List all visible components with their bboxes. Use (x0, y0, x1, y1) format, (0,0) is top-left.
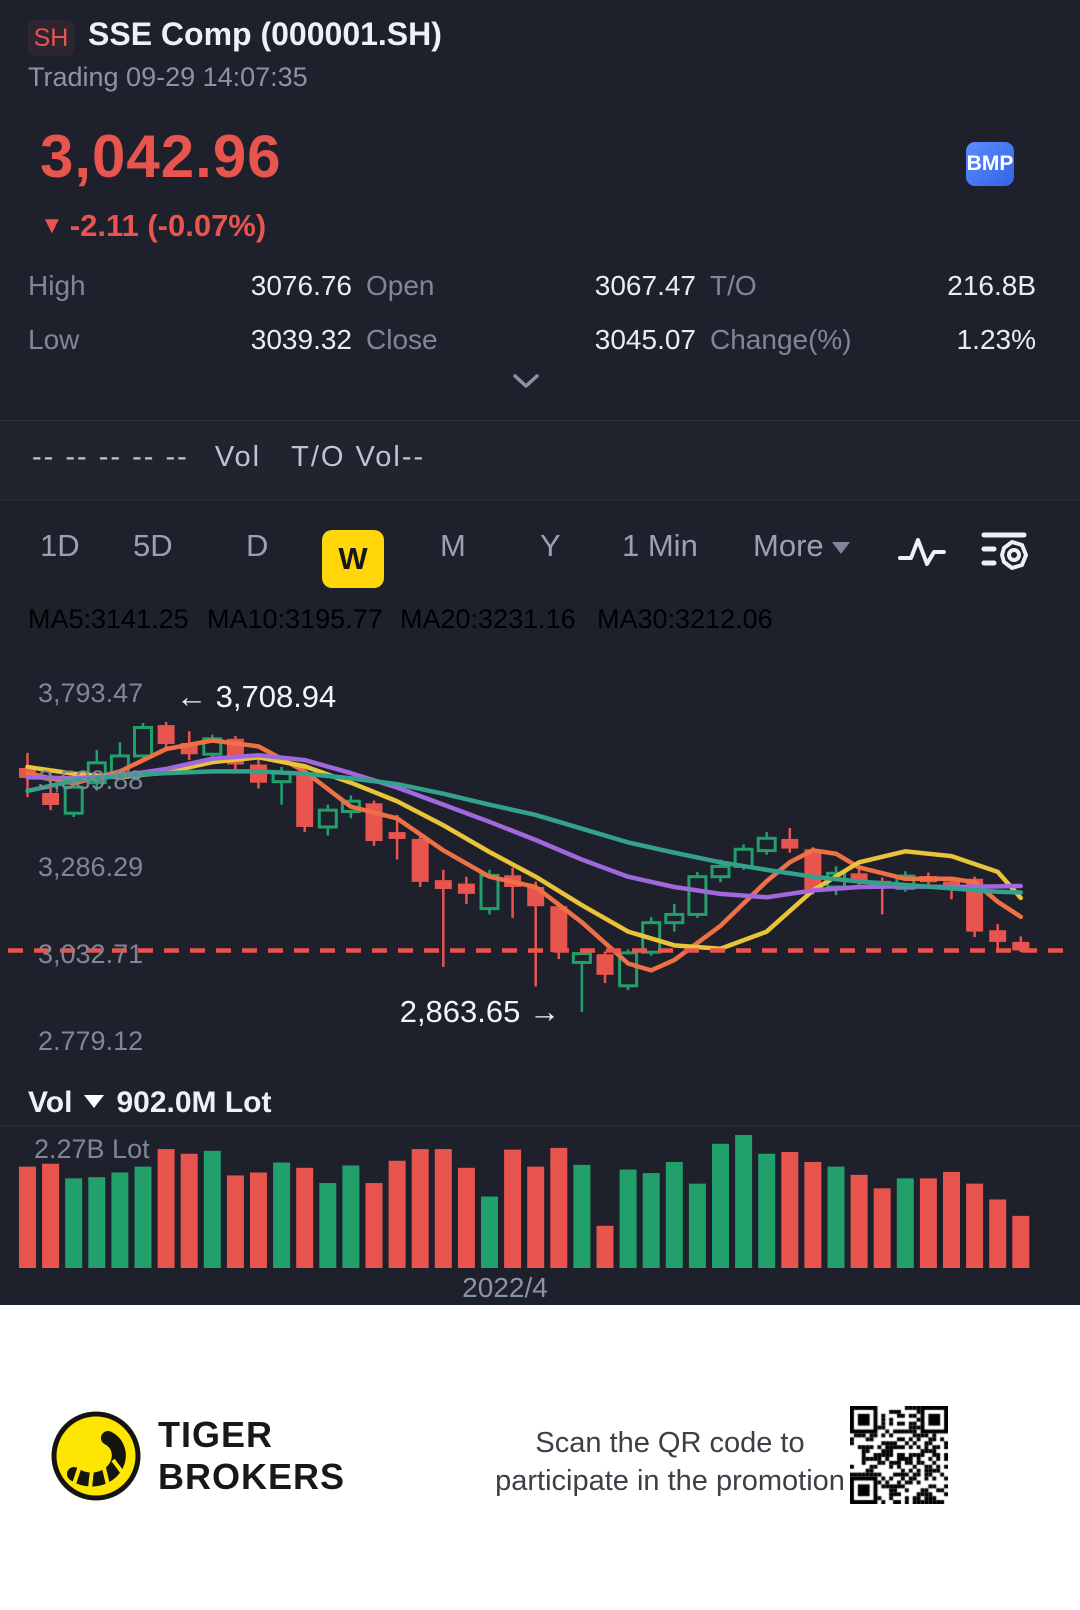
last-price: 3,042.96 (40, 123, 282, 190)
stat-value: 1.23% (956, 324, 1036, 355)
volume-header[interactable]: Vol 902.0M Lot (28, 1086, 272, 1120)
svg-text:2,863.65 →: 2,863.65 → (400, 994, 560, 1029)
quote-strip-text: -- -- -- -- -- Vol T/O Vol-- (32, 441, 425, 474)
x-axis-date-label: 2022/4 (462, 1272, 548, 1303)
bmp-badge[interactable]: BMP (966, 142, 1014, 186)
svg-text:← 3,708.94: ← 3,708.94 (176, 679, 336, 714)
quote-vol-label: Vol (214, 441, 262, 473)
quote-dashes: -- -- -- -- -- (32, 441, 189, 473)
quote-stats-grid: High 3076.76 Open 3067.47 T/O 216.8B Low… (28, 270, 1036, 364)
stat-open: Open 3067.47 (366, 270, 696, 310)
stat-high: High 3076.76 (28, 270, 352, 310)
mini-quote-strip (0, 421, 1080, 500)
ma30-label[interactable]: MA30:3212.06 (597, 604, 773, 634)
brand-line1: TIGER (158, 1414, 274, 1455)
stat-value: 3045.07 (594, 324, 696, 355)
price-change: ▼ -2.11 (-0.07%) (40, 208, 266, 244)
brand-line2: BROKERS (158, 1456, 346, 1497)
stat-close: Close 3045.07 (366, 324, 696, 364)
promo-line1: Scan the QR code to (535, 1427, 805, 1459)
stat-value: 216.8B (947, 270, 1036, 301)
brand-name: TIGER BROKERS (158, 1414, 345, 1498)
stat-label: T/O (710, 270, 757, 301)
stat-label: Low (28, 324, 80, 355)
svg-text:3,793.47: 3,793.47 (38, 678, 143, 708)
price-chart[interactable]: 3,793.47 3,539.88 3,286.29 3,032.71 2,779.12… (0, 650, 1080, 1050)
down-arrow-icon: ▼ (40, 212, 64, 239)
stat-label: Change(%) (710, 324, 852, 355)
more-label: More (753, 528, 824, 563)
stat-label: High (28, 270, 86, 301)
tiger-brokers-logo (51, 1411, 141, 1501)
tab-m[interactable]: M (440, 528, 466, 563)
svg-text:3,032.71: 3,032.71 (38, 939, 143, 969)
stat-low: Low 3039.32 (28, 324, 352, 364)
svg-text:3,539.88: 3,539.88 (38, 765, 143, 795)
exchange-badge: SH (28, 20, 74, 56)
tab-1min[interactable]: 1 Min (622, 528, 698, 563)
trading-status-line: Trading 09-29 14:07:35 (28, 62, 308, 92)
more-dropdown[interactable]: More (753, 528, 850, 564)
tab-w-active[interactable]: W (322, 530, 384, 588)
caret-down-icon (84, 1095, 105, 1108)
volume-label: Vol (28, 1086, 73, 1119)
tab-5d[interactable]: 5D (133, 528, 173, 563)
tab-1d[interactable]: 1D (40, 528, 80, 563)
ma20-label[interactable]: MA20:3231.16 (400, 604, 576, 634)
ma10-label[interactable]: MA10:3195.77 (207, 604, 383, 634)
stat-label: Open (366, 270, 435, 301)
volume-value: 902.0M Lot (116, 1086, 272, 1119)
collapse-chevron-icon[interactable] (512, 372, 540, 390)
quote-tovol-label: T/O Vol-- (291, 441, 426, 473)
svg-text:3,286.29: 3,286.29 (38, 852, 143, 882)
tab-d[interactable]: D (246, 528, 269, 563)
stat-turnover: T/O 216.8B (710, 270, 1036, 310)
svg-text:2.27B Lot: 2.27B Lot (34, 1134, 150, 1164)
stat-value: 3067.47 (594, 270, 696, 301)
caret-down-icon (831, 542, 850, 554)
svg-text:2,779.12: 2,779.12 (38, 1026, 143, 1050)
promo-line2: participate in the promotion (495, 1465, 845, 1497)
pulse-icon[interactable] (896, 528, 948, 572)
divider (0, 420, 1080, 421)
stat-change-pct: Change(%) 1.23% (710, 324, 1036, 364)
stat-value: 3039.32 (250, 324, 352, 355)
promo-text: Scan the QR code to participate in the p… (430, 1424, 910, 1500)
stat-label: Close (366, 324, 438, 355)
ma5-label[interactable]: MA5:3141.25 (28, 604, 189, 634)
volume-chart[interactable]: 2.27B Lot (0, 1118, 1080, 1268)
page-title: SSE Comp (000001.SH) (88, 16, 442, 52)
price-change-value: -2.11 (-0.07%) (69, 208, 267, 243)
indicator-settings-icon[interactable] (980, 528, 1032, 572)
stat-value: 3076.76 (250, 270, 352, 301)
qr-code (850, 1406, 948, 1504)
tab-y[interactable]: Y (540, 528, 561, 563)
divider (0, 500, 1080, 501)
